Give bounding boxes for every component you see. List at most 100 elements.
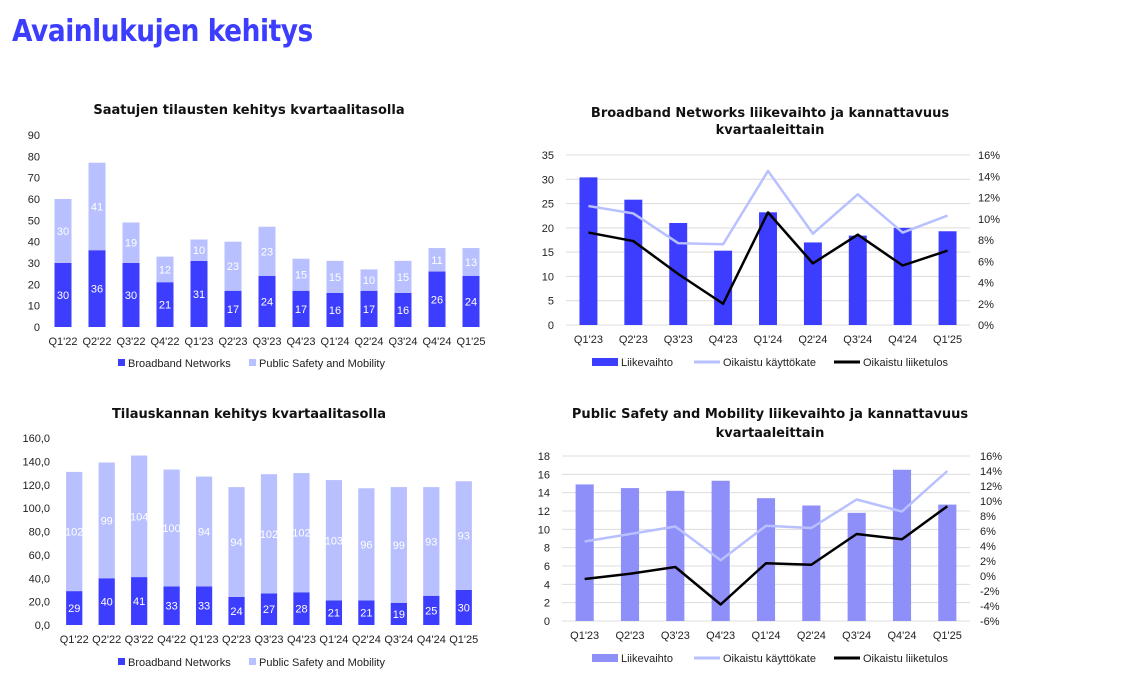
y2-tick-label: 14% xyxy=(978,171,1000,183)
y2-tick-label: 10% xyxy=(980,496,1002,508)
y-tick-label: 100,0 xyxy=(22,503,50,515)
chart-title: Saatujen tilausten kehitys kvartaalitaso… xyxy=(93,103,404,118)
y-tick-label: 18 xyxy=(538,451,550,463)
x-tick-label: Q3'23 xyxy=(254,634,283,646)
bar-public-safety xyxy=(228,487,245,597)
data-label: 16 xyxy=(397,305,409,317)
data-label: 24 xyxy=(465,296,477,308)
y-tick-label: 160,0 xyxy=(22,433,50,445)
x-tick-label: Q4'24 xyxy=(422,336,451,348)
y-tick-label: 0 xyxy=(544,616,550,628)
bar-liikevaihto xyxy=(893,227,912,325)
data-label: 96 xyxy=(360,539,372,551)
y-tick-label: 80,0 xyxy=(29,527,50,539)
bar-broadband xyxy=(293,592,310,625)
bar-liikevaihto xyxy=(759,212,777,325)
bar-public-safety xyxy=(258,226,276,276)
data-label: 21 xyxy=(328,608,340,620)
bar-broadband xyxy=(131,577,148,625)
bar-public-safety xyxy=(326,260,344,293)
legend-label: Public Safety and Mobility xyxy=(259,657,385,669)
x-tick-label: Q3'24 xyxy=(388,336,417,348)
legend-label: Broadband Networks xyxy=(128,657,231,669)
data-label: 10 xyxy=(193,245,205,257)
bar-liikevaihto xyxy=(892,469,912,621)
legend-label: Public Safety and Mobility xyxy=(259,358,385,370)
data-label: 25 xyxy=(425,605,437,617)
data-label: 41 xyxy=(133,596,145,608)
legend-swatch xyxy=(249,658,256,665)
bar-liikevaihto xyxy=(624,199,643,325)
data-label: 19 xyxy=(393,609,405,621)
x-tick-label: Q1'25 xyxy=(456,336,485,348)
bar-liikevaihto xyxy=(575,484,594,621)
data-label: 36 xyxy=(91,284,103,296)
x-tick-label: Q1'23 xyxy=(574,334,603,346)
bar-broadband xyxy=(390,602,407,625)
psm-revenue-chart: Public Safety and Mobility liikevaihto j… xyxy=(538,407,1002,665)
x-tick-label: Q3'22 xyxy=(125,634,154,646)
x-tick-label: Q4'23 xyxy=(287,634,316,646)
legend-label: Liikevaihto xyxy=(621,357,673,369)
x-tick-label: Q2'24 xyxy=(798,334,827,346)
y-tick-label: 40 xyxy=(28,237,40,249)
x-tick-label: Q2'23 xyxy=(619,334,648,346)
chart-title: Broadband Networks liikevaihto ja kannat… xyxy=(591,106,949,121)
bar-broadband xyxy=(423,595,440,625)
bn-revenue-chart: Broadband Networks liikevaihto ja kannat… xyxy=(542,106,1000,369)
legend-label: Oikaistu liiketulos xyxy=(863,653,948,665)
y2-tick-label: 2% xyxy=(978,299,994,311)
x-tick-label: Q2'24 xyxy=(797,630,826,642)
legend-swatch xyxy=(592,654,618,662)
y2-tick-label: 4% xyxy=(980,541,996,553)
x-tick-label: Q2'23 xyxy=(222,634,251,646)
bar-public-safety xyxy=(195,476,213,587)
bar-broadband xyxy=(360,290,378,327)
y2-tick-label: -6% xyxy=(980,616,1000,628)
bar-liikevaihto xyxy=(938,231,957,325)
data-label: 99 xyxy=(101,515,113,527)
y-tick-label: 60,0 xyxy=(29,550,50,562)
line-oikaistu-kayttokate xyxy=(584,470,949,562)
data-label: 17 xyxy=(295,304,307,316)
data-label: 102 xyxy=(65,527,83,539)
bar-broadband xyxy=(54,263,72,327)
y-tick-label: 30 xyxy=(28,258,40,270)
x-tick-label: Q2'22 xyxy=(82,336,111,348)
x-tick-label: Q4'23 xyxy=(706,630,735,642)
x-tick-label: Q1'25 xyxy=(933,334,962,346)
bar-liikevaihto xyxy=(847,512,866,621)
line-oikaistu-liiketulos xyxy=(584,505,949,606)
bar-liikevaihto xyxy=(803,242,822,325)
legend-swatch xyxy=(592,358,618,366)
data-label: 24 xyxy=(261,296,273,308)
bar-liikevaihto xyxy=(579,177,598,325)
x-tick-label: Q1'25 xyxy=(933,630,962,642)
bar-liikevaihto xyxy=(714,250,733,325)
bar-liikevaihto xyxy=(666,490,685,621)
bar-broadband xyxy=(195,586,213,625)
data-label: 30 xyxy=(57,290,69,302)
bar-public-safety xyxy=(156,256,174,283)
x-tick-label: Q3'23 xyxy=(664,334,693,346)
chart-title: Public Safety and Mobility liikevaihto j… xyxy=(572,407,968,422)
x-tick-label: Q4'22 xyxy=(157,634,186,646)
chart-title: Tilauskannan kehitys kvartaalitasolla xyxy=(112,407,386,422)
bar-broadband xyxy=(190,260,208,327)
x-tick-label: Q1'23 xyxy=(184,336,213,348)
data-label: 102 xyxy=(292,528,310,540)
y-tick-label: 0 xyxy=(548,320,554,332)
bar-public-safety xyxy=(423,487,440,596)
data-label: 94 xyxy=(230,537,242,549)
bar-broadband xyxy=(258,275,276,327)
data-label: 26 xyxy=(431,294,443,306)
x-tick-label: Q1'24 xyxy=(751,630,780,642)
data-label: 30 xyxy=(458,602,470,614)
y-tick-label: 12 xyxy=(538,506,550,518)
data-label: 99 xyxy=(393,540,405,552)
x-tick-label: Q4'22 xyxy=(150,336,179,348)
x-tick-label: Q3'23 xyxy=(661,630,690,642)
line-oikaistu-kayttokate xyxy=(588,169,948,246)
y-tick-label: 140,0 xyxy=(22,456,50,468)
